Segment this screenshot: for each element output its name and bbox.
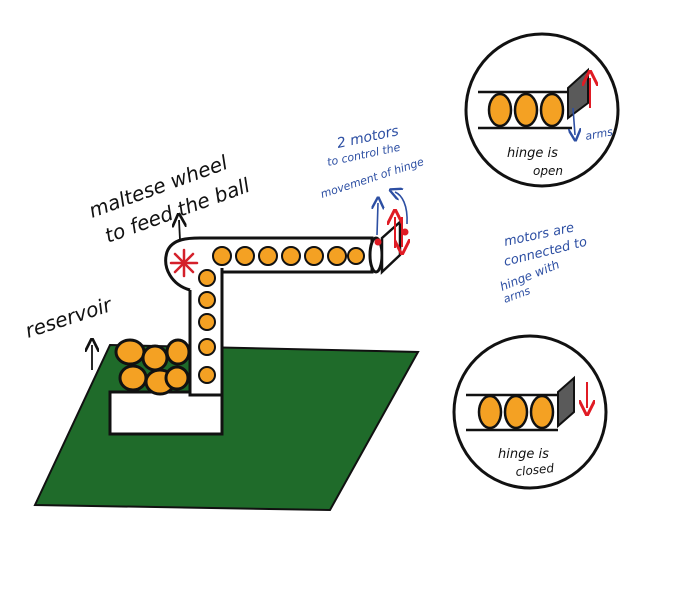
reservoir-balls	[114, 338, 191, 396]
inset-hinge-open: arms hinge is open	[464, 32, 620, 188]
label-closed-line1: hinge is	[498, 447, 549, 462]
label-closed-line2: closed	[515, 461, 555, 479]
arrow-icon	[395, 192, 408, 225]
reservoir-box	[108, 390, 224, 436]
label-arms: arms	[584, 125, 614, 143]
label-open-line1: hinge is	[507, 146, 558, 161]
inset-hinge-closed: hinge is closed	[452, 334, 608, 490]
label-reservoir: reservoir	[22, 292, 116, 343]
horizontal-tube-balls	[212, 246, 365, 266]
arrow-icon	[179, 220, 180, 241]
vertical-tube-balls	[198, 269, 216, 384]
closed-hinge-plate	[557, 375, 575, 429]
arrow-icon	[377, 203, 378, 236]
label-open-line2: open	[533, 164, 563, 178]
top-hinge-plate	[380, 219, 402, 275]
red-asterisk-icon	[169, 248, 199, 278]
arrow-icon	[573, 107, 575, 135]
